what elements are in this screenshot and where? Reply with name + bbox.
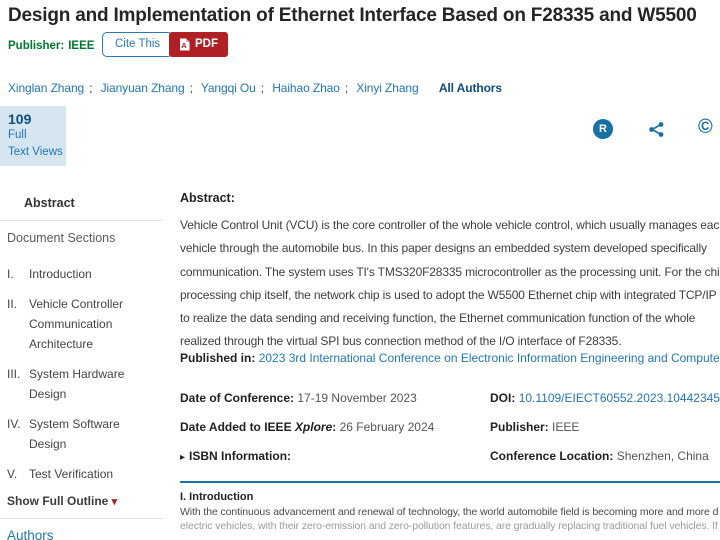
section-divider-line [180, 481, 720, 483]
svg-text:A: A [181, 41, 187, 50]
expand-triangle-icon: ▸ [180, 452, 186, 463]
sidebar-divider [0, 220, 163, 221]
author-link[interactable]: Jianyuan Zhang [100, 81, 185, 95]
publisher-row: Publisher: IEEE [490, 420, 720, 449]
author-link[interactable]: Xinglan Zhang [8, 81, 85, 95]
chevron-down-icon: ▾ [111, 496, 118, 508]
published-in-label: Published in: [180, 351, 256, 365]
introduction-heading: I. Introduction [180, 491, 254, 503]
doi-label: DOI: [490, 391, 516, 405]
full-text-views-label-1: Full [8, 129, 27, 141]
sidebar-item-test-verification[interactable]: V. Test Verification [7, 464, 163, 484]
date-added-row: Date Added to IEEE Xplore: 26 February 2… [180, 420, 434, 449]
cite-this-button[interactable]: Cite This [102, 32, 174, 57]
authors-row: Xinglan Zhang; Jianyuan Zhang; Yangqi Ou… [8, 81, 502, 95]
metadata-right-column: DOI: 10.1109/EIECT60552.2023.10442345 Pu… [490, 391, 720, 478]
author-separator: ; [344, 81, 349, 95]
conference-location-value: Shenzhen, China [616, 449, 709, 463]
abstract-line: vehicle through the automobile bus. In t… [180, 241, 707, 256]
abstract-heading: Abstract: [180, 191, 235, 205]
date-of-conference-label: Date of Conference: [180, 391, 295, 405]
section-label: Test Verification [29, 467, 114, 481]
introduction-preview-text: With the continuous advancement and rene… [180, 505, 718, 533]
sidebar-divider [0, 518, 163, 519]
author-link[interactable]: Haihao Zhao [272, 81, 340, 95]
section-number: IV. [7, 417, 21, 431]
publisher-value: IEEE [68, 40, 95, 52]
date-added-label: Date Added to IEEE [180, 420, 295, 434]
metadata-left-column: Date of Conference: 17-19 November 2023 … [180, 391, 434, 478]
author-separator: ; [189, 81, 193, 95]
copyright-icon[interactable]: © [698, 116, 713, 138]
document-sections-list: I. Introduction II. Vehicle Controller Com… [7, 264, 163, 484]
published-in-link[interactable]: 2023 3rd International Conference on Ele… [258, 351, 720, 365]
abstract-line: realized through the virtual SPI bus con… [180, 334, 622, 349]
abstract-line: communication. The system uses TI's TMS3… [180, 264, 720, 279]
r-badge-icon[interactable]: R [593, 119, 613, 139]
author-separator: ; [260, 81, 264, 95]
author-separator: ; [89, 81, 93, 95]
pdf-button[interactable]: A PDF [169, 32, 228, 57]
publisher-meta-value: IEEE [552, 420, 580, 434]
page-title: Design and Implementation of Ethernet In… [8, 5, 697, 26]
section-number: II. [7, 297, 18, 311]
publisher-label: Publisher: [8, 40, 65, 52]
author-link[interactable]: Yangqi Ou [200, 81, 256, 95]
section-label: Introduction [29, 267, 92, 281]
share-icon[interactable] [648, 121, 665, 143]
section-label: System Software Design [29, 417, 120, 451]
pdf-button-label: PDF [195, 38, 218, 50]
doi-link[interactable]: 10.1109/EIECT60552.2023.10442345 [518, 391, 720, 405]
sidebar-item-vehicle-controller-communication-architecture[interactable]: II. Vehicle Controller Communication Arch… [7, 294, 163, 354]
publisher-line: Publisher: IEEE [8, 40, 94, 52]
all-authors-link[interactable]: All Authors [438, 81, 502, 95]
author-link[interactable]: Xinyi Zhang [356, 81, 419, 95]
sidebar-item-system-hardware-design[interactable]: III. System Hardware Design [7, 364, 163, 404]
date-added-colon: : [332, 420, 337, 434]
section-number: III. [7, 367, 21, 381]
document-sections-heading: Document Sections [7, 231, 116, 245]
abstract-line: to realize the data sending and receivin… [180, 311, 696, 326]
published-in-row: Published in: 2023 3rd International Con… [180, 351, 720, 365]
section-number: V. [7, 467, 18, 481]
conference-location-label: Conference Location: [490, 449, 614, 463]
abstract-text: Vehicle Control Unit (VCU) is the core c… [180, 214, 720, 354]
document-main-content: Abstract: Vehicle Control Unit (VCU) is … [180, 185, 720, 532]
xplore-italic: Xplore [294, 420, 333, 434]
doi-row: DOI: 10.1109/EIECT60552.2023.10442345 [490, 391, 720, 420]
section-number: I. [7, 267, 14, 281]
full-text-views-count: 109 [8, 111, 32, 127]
sidebar-item-system-software-design[interactable]: IV. System Software Design [7, 414, 163, 454]
date-added-value: 26 February 2024 [339, 420, 435, 434]
section-label: System Hardware Design [29, 367, 125, 401]
pdf-file-icon: A [179, 38, 190, 51]
introduction-line: electric vehicles, with their zero-emiss… [180, 520, 718, 532]
abstract-line: Vehicle Control Unit (VCU) is the core c… [180, 218, 720, 232]
sidebar-item-abstract[interactable]: Abstract [24, 196, 75, 210]
publisher-meta-label: Publisher: [490, 420, 549, 434]
full-text-views-box: 109 Full Text Views [0, 106, 66, 166]
show-full-outline-toggle[interactable]: Show Full Outline ▾ [7, 494, 163, 508]
introduction-line: With the continuous advancement and rene… [180, 506, 719, 518]
date-of-conference-value: 17-19 November 2023 [297, 391, 417, 405]
section-label: Vehicle Controller Communication Archite… [29, 297, 124, 351]
document-outline-sidebar: Abstract Document Sections I. Introductio… [0, 185, 163, 540]
show-full-outline-label: Show Full Outline [7, 494, 109, 508]
conference-location-row: Conference Location: Shenzhen, China [490, 449, 720, 478]
isbn-information-toggle[interactable]: ▸ ISBN Information: [180, 449, 434, 478]
date-of-conference-row: Date of Conference: 17-19 November 2023 [180, 391, 434, 420]
isbn-label: ISBN Information: [189, 449, 292, 463]
sidebar-item-authors[interactable]: Authors [7, 528, 54, 540]
abstract-line: processing chip itself, the network chip… [180, 287, 717, 302]
sidebar-item-introduction[interactable]: I. Introduction [7, 264, 163, 284]
full-text-views-label-2: Text Views [8, 146, 63, 158]
